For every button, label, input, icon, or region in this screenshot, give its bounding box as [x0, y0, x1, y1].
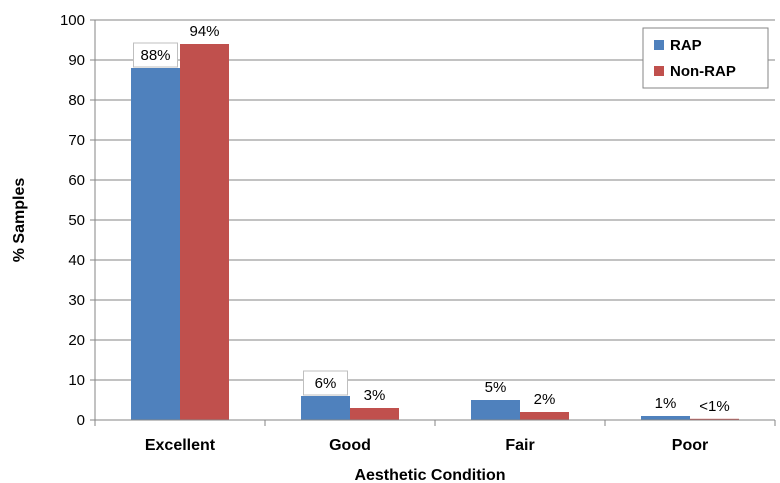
y-tick-label: 90	[68, 52, 85, 69]
bar-rap-good	[301, 396, 350, 420]
legend-swatch	[654, 40, 664, 50]
bar-rap-poor	[641, 416, 690, 420]
legend-label: Non-RAP	[670, 63, 736, 80]
y-tick-labels: 0 10 20 30 40 50 60 70 80 90 100	[60, 12, 85, 429]
data-label: 1%	[655, 395, 677, 412]
category-label: Excellent	[145, 437, 216, 454]
legend-label: RAP	[670, 37, 702, 54]
bar-rap-fair	[471, 400, 520, 420]
y-tick-label: 60	[68, 172, 85, 189]
x-axis-title: Aesthetic Condition	[354, 467, 505, 483]
data-labels: 88% 94% 6% 3% 5% 2% 1% <1%	[133, 23, 730, 415]
y-axis-title: % Samples	[11, 178, 28, 263]
data-label: 88%	[140, 47, 170, 64]
data-label-box	[303, 370, 348, 396]
bar-non-rap-poor	[690, 418, 739, 420]
data-label: 5%	[485, 379, 507, 396]
bar-non-rap-fair	[520, 412, 569, 420]
y-tick-label: 10	[68, 372, 85, 389]
legend: RAP Non-RAP	[642, 27, 769, 89]
legend-box	[642, 27, 769, 89]
x-category-labels: Excellent Good Fair Poor	[145, 437, 708, 454]
bar-rap-excellent	[131, 68, 180, 420]
y-tick-label: 30	[68, 292, 85, 309]
data-label-box	[133, 42, 178, 68]
category-label: Poor	[672, 437, 708, 454]
data-label: <1%	[699, 398, 729, 415]
y-tick-label: 20	[68, 332, 85, 349]
legend-swatch	[654, 66, 664, 76]
y-tick-label: 50	[68, 212, 85, 229]
bars-group	[131, 44, 739, 420]
data-label: 2%	[534, 391, 556, 408]
y-tick-label: 40	[68, 252, 85, 269]
axes-group	[90, 19, 776, 426]
data-label: 3%	[364, 387, 386, 404]
y-tick-label: 70	[68, 132, 85, 149]
y-tick-label: 0	[77, 412, 85, 429]
category-label: Good	[329, 437, 371, 454]
data-label: 6%	[315, 375, 337, 392]
category-label: Fair	[505, 437, 534, 454]
data-label: 94%	[189, 23, 219, 40]
y-tick-label: 100	[60, 12, 85, 29]
bar-non-rap-good	[350, 408, 399, 420]
bar-non-rap-excellent	[180, 44, 229, 420]
y-tick-label: 80	[68, 92, 85, 109]
